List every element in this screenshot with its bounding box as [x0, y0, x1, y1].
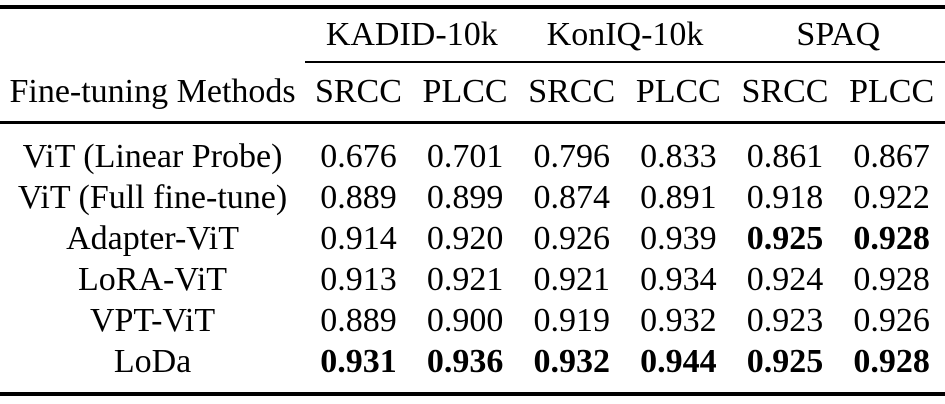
method-name: ViT (Linear Probe)	[22, 137, 283, 175]
metric-value: 0.921	[426, 260, 504, 298]
metric-value: 0.701	[426, 137, 504, 175]
metric-value: 0.932	[640, 301, 717, 339]
metric-value: 0.914	[320, 219, 397, 257]
metric-value: 0.925	[746, 219, 824, 257]
metric-value: 0.928	[853, 260, 930, 298]
metric-value: 0.928	[853, 219, 930, 257]
metric-value: 0.944	[640, 342, 717, 380]
metric-value: 0.928	[853, 342, 930, 380]
metric-value: 0.900	[426, 301, 504, 339]
metric-value: 0.899	[426, 178, 504, 216]
metric-value: 0.913	[320, 260, 397, 298]
method-name: LoRA-ViT	[78, 260, 228, 298]
metric-value: 0.931	[320, 342, 397, 380]
metric-value: 0.891	[640, 178, 717, 216]
metric-value: 0.833	[640, 137, 717, 175]
dataset-header-koniq10k: KonIQ-10k	[518, 7, 732, 63]
metric-value: 0.922	[853, 178, 930, 216]
metric-value: 0.926	[533, 219, 610, 257]
method-name: VPT-ViT	[89, 301, 216, 339]
metric-value: 0.925	[746, 342, 824, 380]
methods-column-header: Fine-tuning Methods	[0, 62, 306, 124]
metric-value: 0.936	[426, 342, 504, 380]
metric-value: 0.920	[426, 219, 504, 257]
dataset-header-spaq: SPAQ	[731, 7, 945, 63]
metric-value: 0.921	[533, 260, 610, 298]
metric-value: 0.934	[640, 260, 717, 298]
metric-value: 0.919	[533, 301, 610, 339]
metric-value: 0.874	[533, 178, 610, 216]
method-name: Adapter-ViT	[66, 219, 239, 257]
metric-value: 0.796	[533, 137, 610, 175]
metric-value: 0.926	[853, 301, 930, 339]
table-row: Adapter-ViT 0.914 0.920 0.926 0.939 0.92…	[0, 218, 945, 259]
metric-value: 0.932	[533, 342, 610, 380]
dataset-header-row: KADID-10k KonIQ-10k SPAQ	[0, 7, 945, 63]
metric-value: 0.867	[853, 137, 930, 175]
table-row: VPT-ViT 0.889 0.900 0.919 0.932 0.923 0.…	[0, 300, 945, 341]
metric-value: 0.861	[746, 137, 824, 175]
metric-header-plcc: PLCC	[411, 62, 519, 124]
metric-value: 0.889	[320, 301, 397, 339]
metric-header-plcc: PLCC	[838, 62, 945, 124]
table-row: ViT (Full fine-tune) 0.889 0.899 0.874 0…	[0, 177, 945, 218]
metric-header-row: Fine-tuning Methods SRCC PLCC SRCC PLCC …	[0, 62, 945, 124]
metric-value: 0.924	[746, 260, 824, 298]
metric-value: 0.939	[640, 219, 717, 257]
table-row: LoDa 0.931 0.936 0.932 0.944 0.925 0.928	[0, 341, 945, 394]
table-row: ViT (Linear Probe) 0.676 0.701 0.796 0.8…	[0, 123, 945, 178]
table-row: LoRA-ViT 0.913 0.921 0.921 0.934 0.924 0…	[0, 259, 945, 300]
metric-header-srcc: SRCC	[731, 62, 839, 124]
method-name: ViT (Full fine-tune)	[17, 178, 288, 216]
metric-value: 0.889	[320, 178, 397, 216]
method-name: LoDa	[113, 342, 192, 380]
corner-empty-cell	[0, 7, 305, 62]
metric-value: 0.923	[746, 301, 824, 339]
metric-value: 0.676	[320, 137, 397, 175]
metric-value: 0.918	[746, 178, 824, 216]
results-table: KADID-10k KonIQ-10k SPAQ Fine-tuning Met…	[0, 5, 945, 396]
dataset-header-kadid10k: KADID-10k	[305, 7, 519, 63]
metric-header-srcc: SRCC	[305, 62, 412, 124]
metric-header-plcc: PLCC	[625, 62, 732, 124]
metric-header-srcc: SRCC	[518, 62, 626, 124]
